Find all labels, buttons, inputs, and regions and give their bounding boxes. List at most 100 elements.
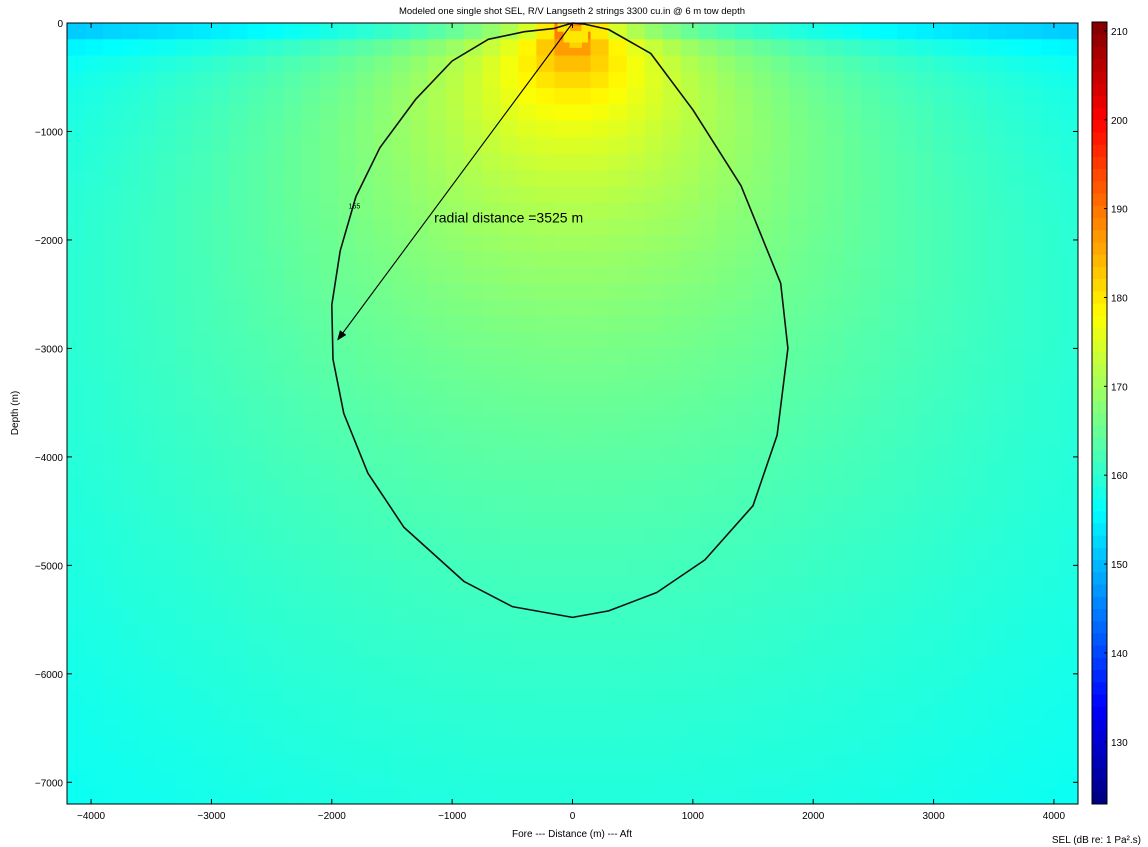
heatmap-cell xyxy=(807,511,826,528)
heatmap-cell xyxy=(1041,673,1061,691)
heatmap-cell xyxy=(987,39,1007,57)
heatmap-cell xyxy=(229,494,249,512)
heatmap-cell xyxy=(175,380,194,398)
heatmap-cell xyxy=(175,153,194,171)
heatmap-cell xyxy=(247,641,267,659)
heatmap-cell xyxy=(608,657,628,675)
heatmap-cell xyxy=(319,104,339,122)
heatmap-cell xyxy=(861,39,881,57)
heatmap-cell xyxy=(157,185,176,203)
heatmap-cell xyxy=(446,332,465,350)
colorbar-swatch xyxy=(1092,474,1107,487)
heatmap-cell xyxy=(698,88,718,105)
heatmap-cell xyxy=(211,201,231,219)
heatmap-cell xyxy=(1005,511,1025,528)
heatmap-cell xyxy=(319,527,339,545)
heatmap-cell xyxy=(608,771,628,789)
heatmap-cell xyxy=(355,494,375,512)
heatmap-cell xyxy=(337,673,357,691)
heatmap-cell xyxy=(626,559,646,577)
heatmap-cell xyxy=(626,348,646,366)
x-axis: −4000 −3000 −2000 −1000 0 1000 2000 3000 4000 xyxy=(77,23,1065,822)
heatmap-cell xyxy=(698,364,718,382)
heatmap-cell xyxy=(319,673,339,691)
heatmap-cell xyxy=(951,576,971,594)
heatmap-cell xyxy=(518,771,537,789)
heatmap-cell xyxy=(644,543,664,561)
heatmap-cell xyxy=(157,511,176,528)
heatmap-cell xyxy=(572,71,592,89)
heatmap-cell xyxy=(753,397,772,415)
heatmap-cell xyxy=(229,462,249,480)
heatmap-cell xyxy=(1023,527,1043,545)
heatmap-cell xyxy=(391,169,411,187)
heatmap-cell xyxy=(337,494,357,512)
heatmap-cell xyxy=(951,299,971,317)
heatmap-cell xyxy=(789,185,808,203)
heatmap-cell xyxy=(915,397,935,415)
heatmap-cell xyxy=(229,71,249,89)
heatmap-cell xyxy=(355,120,375,138)
heatmap-cell xyxy=(85,397,104,415)
heatmap-cell xyxy=(716,315,736,333)
heatmap-cell xyxy=(933,283,953,301)
heatmap-cell xyxy=(446,55,465,73)
heatmap-cell xyxy=(428,185,447,203)
heatmap-cell xyxy=(157,673,176,691)
heatmap-cell xyxy=(536,543,556,561)
heatmap-cell xyxy=(716,299,736,317)
heatmap-cell xyxy=(861,23,881,40)
colorbar-swatch xyxy=(1092,413,1107,426)
heatmap-cell xyxy=(771,88,790,105)
heatmap-cell xyxy=(85,88,104,105)
heatmap-cell xyxy=(1005,755,1025,773)
heatmap-cell xyxy=(716,787,736,804)
heatmap-cell xyxy=(500,267,519,284)
heatmap-cell xyxy=(446,283,465,301)
heatmap-cell xyxy=(572,478,592,496)
heatmap-cell xyxy=(211,559,231,577)
heatmap-cell xyxy=(500,39,519,57)
heatmap-cell xyxy=(1023,201,1043,219)
heatmap-cell xyxy=(139,23,158,40)
heatmap-cell xyxy=(951,722,971,740)
heatmap-cell xyxy=(590,185,610,203)
heatmap-cell xyxy=(319,625,339,642)
heatmap-cell xyxy=(500,771,519,789)
y-tick-label: −7000 xyxy=(35,778,64,789)
radial-distance-annotation: radial distance =3525 m xyxy=(434,210,583,226)
heatmap-cell xyxy=(879,201,899,219)
heatmap-cell xyxy=(987,690,1007,707)
x-tick-label: 2000 xyxy=(802,811,825,822)
heatmap-cell xyxy=(951,511,971,528)
heatmap-cell xyxy=(193,706,213,724)
heatmap-cell xyxy=(807,250,826,268)
heatmap-cell xyxy=(771,201,790,219)
heatmap-cell xyxy=(1059,348,1078,366)
heatmap-cell xyxy=(265,299,285,317)
x-axis-label: Fore --- Distance (m) --- Aft xyxy=(512,829,632,840)
heatmap-cell xyxy=(103,511,122,528)
heatmap-cell xyxy=(67,413,86,431)
heatmap-cell xyxy=(789,462,808,480)
heatmap-cell xyxy=(879,690,899,707)
heatmap-cell xyxy=(680,39,700,57)
heatmap-cell xyxy=(229,543,249,561)
heatmap-cell xyxy=(482,429,501,447)
heatmap-cell xyxy=(301,332,321,350)
heatmap-cell xyxy=(67,527,86,545)
heatmap-cell xyxy=(67,787,86,804)
heatmap-cell xyxy=(139,332,158,350)
heatmap-cell xyxy=(391,315,411,333)
heatmap-cell xyxy=(789,494,808,512)
heatmap-cell xyxy=(915,511,935,528)
heatmap-cell xyxy=(680,657,700,675)
heatmap-cell xyxy=(1023,511,1043,528)
heatmap-cell xyxy=(1005,738,1025,756)
heatmap-cell xyxy=(662,755,682,773)
heatmap-cell xyxy=(536,511,556,528)
heatmap-cell xyxy=(319,348,339,366)
heatmap-cell xyxy=(608,462,628,480)
heatmap-cell xyxy=(1041,315,1061,333)
heatmap-cell xyxy=(915,299,935,317)
